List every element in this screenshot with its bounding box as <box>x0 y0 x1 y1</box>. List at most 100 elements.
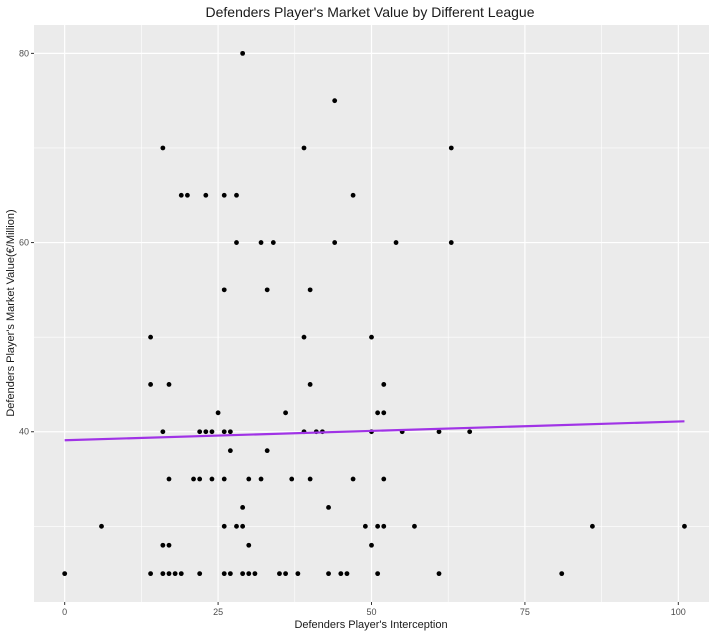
data-point <box>240 505 246 510</box>
data-point <box>185 192 190 198</box>
data-point <box>369 334 374 340</box>
data-point <box>166 542 172 548</box>
data-point <box>221 287 227 293</box>
data-point <box>467 429 473 435</box>
chart-title: Defenders Player's Market Value by Diffe… <box>206 4 535 20</box>
data-point <box>436 429 442 435</box>
data-point <box>178 571 184 577</box>
data-point <box>148 571 153 577</box>
data-point <box>301 145 307 151</box>
data-point <box>166 571 172 577</box>
data-point <box>197 571 203 577</box>
data-point <box>221 571 227 577</box>
data-point <box>227 571 233 577</box>
data-point <box>264 287 270 293</box>
data-point <box>332 240 338 245</box>
data-point <box>362 523 368 529</box>
data-point <box>381 382 387 387</box>
data-point <box>246 571 252 577</box>
data-point <box>148 334 153 340</box>
data-point <box>148 382 153 387</box>
data-point <box>559 571 565 577</box>
y-axis-title: Defenders Player's Market Value(€/Millio… <box>5 209 17 416</box>
y-tick-label: 60 <box>19 238 29 248</box>
data-point <box>264 448 270 454</box>
data-point <box>332 98 338 104</box>
data-point <box>258 240 264 245</box>
data-point <box>215 410 221 416</box>
data-point <box>283 571 288 577</box>
x-axis-title: Defenders Player's Interception <box>294 619 447 631</box>
data-point <box>682 523 687 529</box>
x-tick-label: 75 <box>520 607 530 617</box>
data-point <box>369 542 374 548</box>
data-point <box>350 192 356 198</box>
x-tick-label: 100 <box>671 607 686 617</box>
data-point <box>160 145 166 151</box>
data-point <box>227 429 233 435</box>
data-point <box>234 240 239 245</box>
data-point <box>246 542 252 548</box>
data-point <box>209 476 215 482</box>
data-point <box>375 523 381 529</box>
data-point <box>227 448 233 454</box>
data-point <box>234 192 239 198</box>
data-point <box>240 50 246 56</box>
data-point <box>234 523 239 529</box>
data-point <box>160 542 166 548</box>
data-point <box>221 192 227 198</box>
data-point <box>590 523 595 529</box>
data-point <box>326 571 331 577</box>
data-point <box>221 429 227 435</box>
data-point <box>448 240 454 245</box>
data-point <box>381 476 387 482</box>
data-point <box>246 476 252 482</box>
data-point <box>270 240 276 245</box>
data-point <box>166 382 172 387</box>
data-point <box>393 240 399 245</box>
data-point <box>307 382 313 387</box>
data-point <box>381 410 387 416</box>
data-point <box>375 410 381 416</box>
data-point <box>197 429 203 435</box>
data-point <box>307 287 313 293</box>
data-point <box>99 523 104 529</box>
data-point <box>350 476 356 482</box>
data-point <box>307 476 313 482</box>
data-point <box>191 476 196 482</box>
data-point <box>277 571 282 577</box>
data-point <box>448 145 454 151</box>
data-point <box>338 571 344 577</box>
data-point <box>221 476 227 482</box>
y-tick-label: 40 <box>19 427 29 437</box>
data-point <box>295 571 301 577</box>
data-point <box>197 476 203 482</box>
data-point <box>412 523 417 529</box>
y-axis-ticks: 40 60 80 <box>19 48 34 437</box>
x-tick-label: 50 <box>366 607 376 617</box>
y-tick-label: 80 <box>19 48 29 58</box>
data-point <box>301 334 307 340</box>
data-point <box>436 571 442 577</box>
data-point <box>203 429 209 435</box>
data-point <box>375 571 381 577</box>
data-point <box>166 476 172 482</box>
data-point <box>221 523 227 529</box>
data-point <box>240 523 246 529</box>
x-axis-ticks: 0 25 50 75 100 <box>62 602 686 617</box>
trend-line <box>64 420 685 442</box>
data-point <box>258 476 264 482</box>
data-point <box>209 429 215 435</box>
grid-lines <box>34 25 709 602</box>
data-point <box>326 505 331 510</box>
data-point <box>178 192 184 198</box>
data-point <box>203 192 209 198</box>
data-point <box>252 571 258 577</box>
data-point <box>381 523 387 529</box>
data-point <box>172 571 178 577</box>
data-point <box>240 571 246 577</box>
x-tick-label: 25 <box>213 607 223 617</box>
data-points <box>62 50 687 577</box>
data-point <box>62 571 68 577</box>
